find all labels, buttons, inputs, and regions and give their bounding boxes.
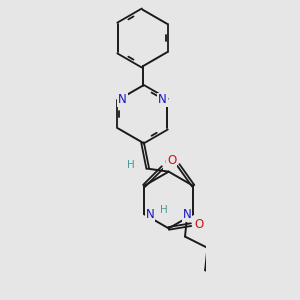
Text: O: O: [194, 218, 203, 231]
Text: N: N: [118, 94, 127, 106]
Text: H: H: [128, 160, 135, 170]
Text: H: H: [160, 205, 167, 215]
Text: O: O: [164, 156, 173, 169]
Text: N: N: [146, 208, 154, 221]
Text: N: N: [183, 208, 192, 221]
Text: O: O: [167, 154, 176, 167]
Text: N: N: [158, 94, 167, 106]
